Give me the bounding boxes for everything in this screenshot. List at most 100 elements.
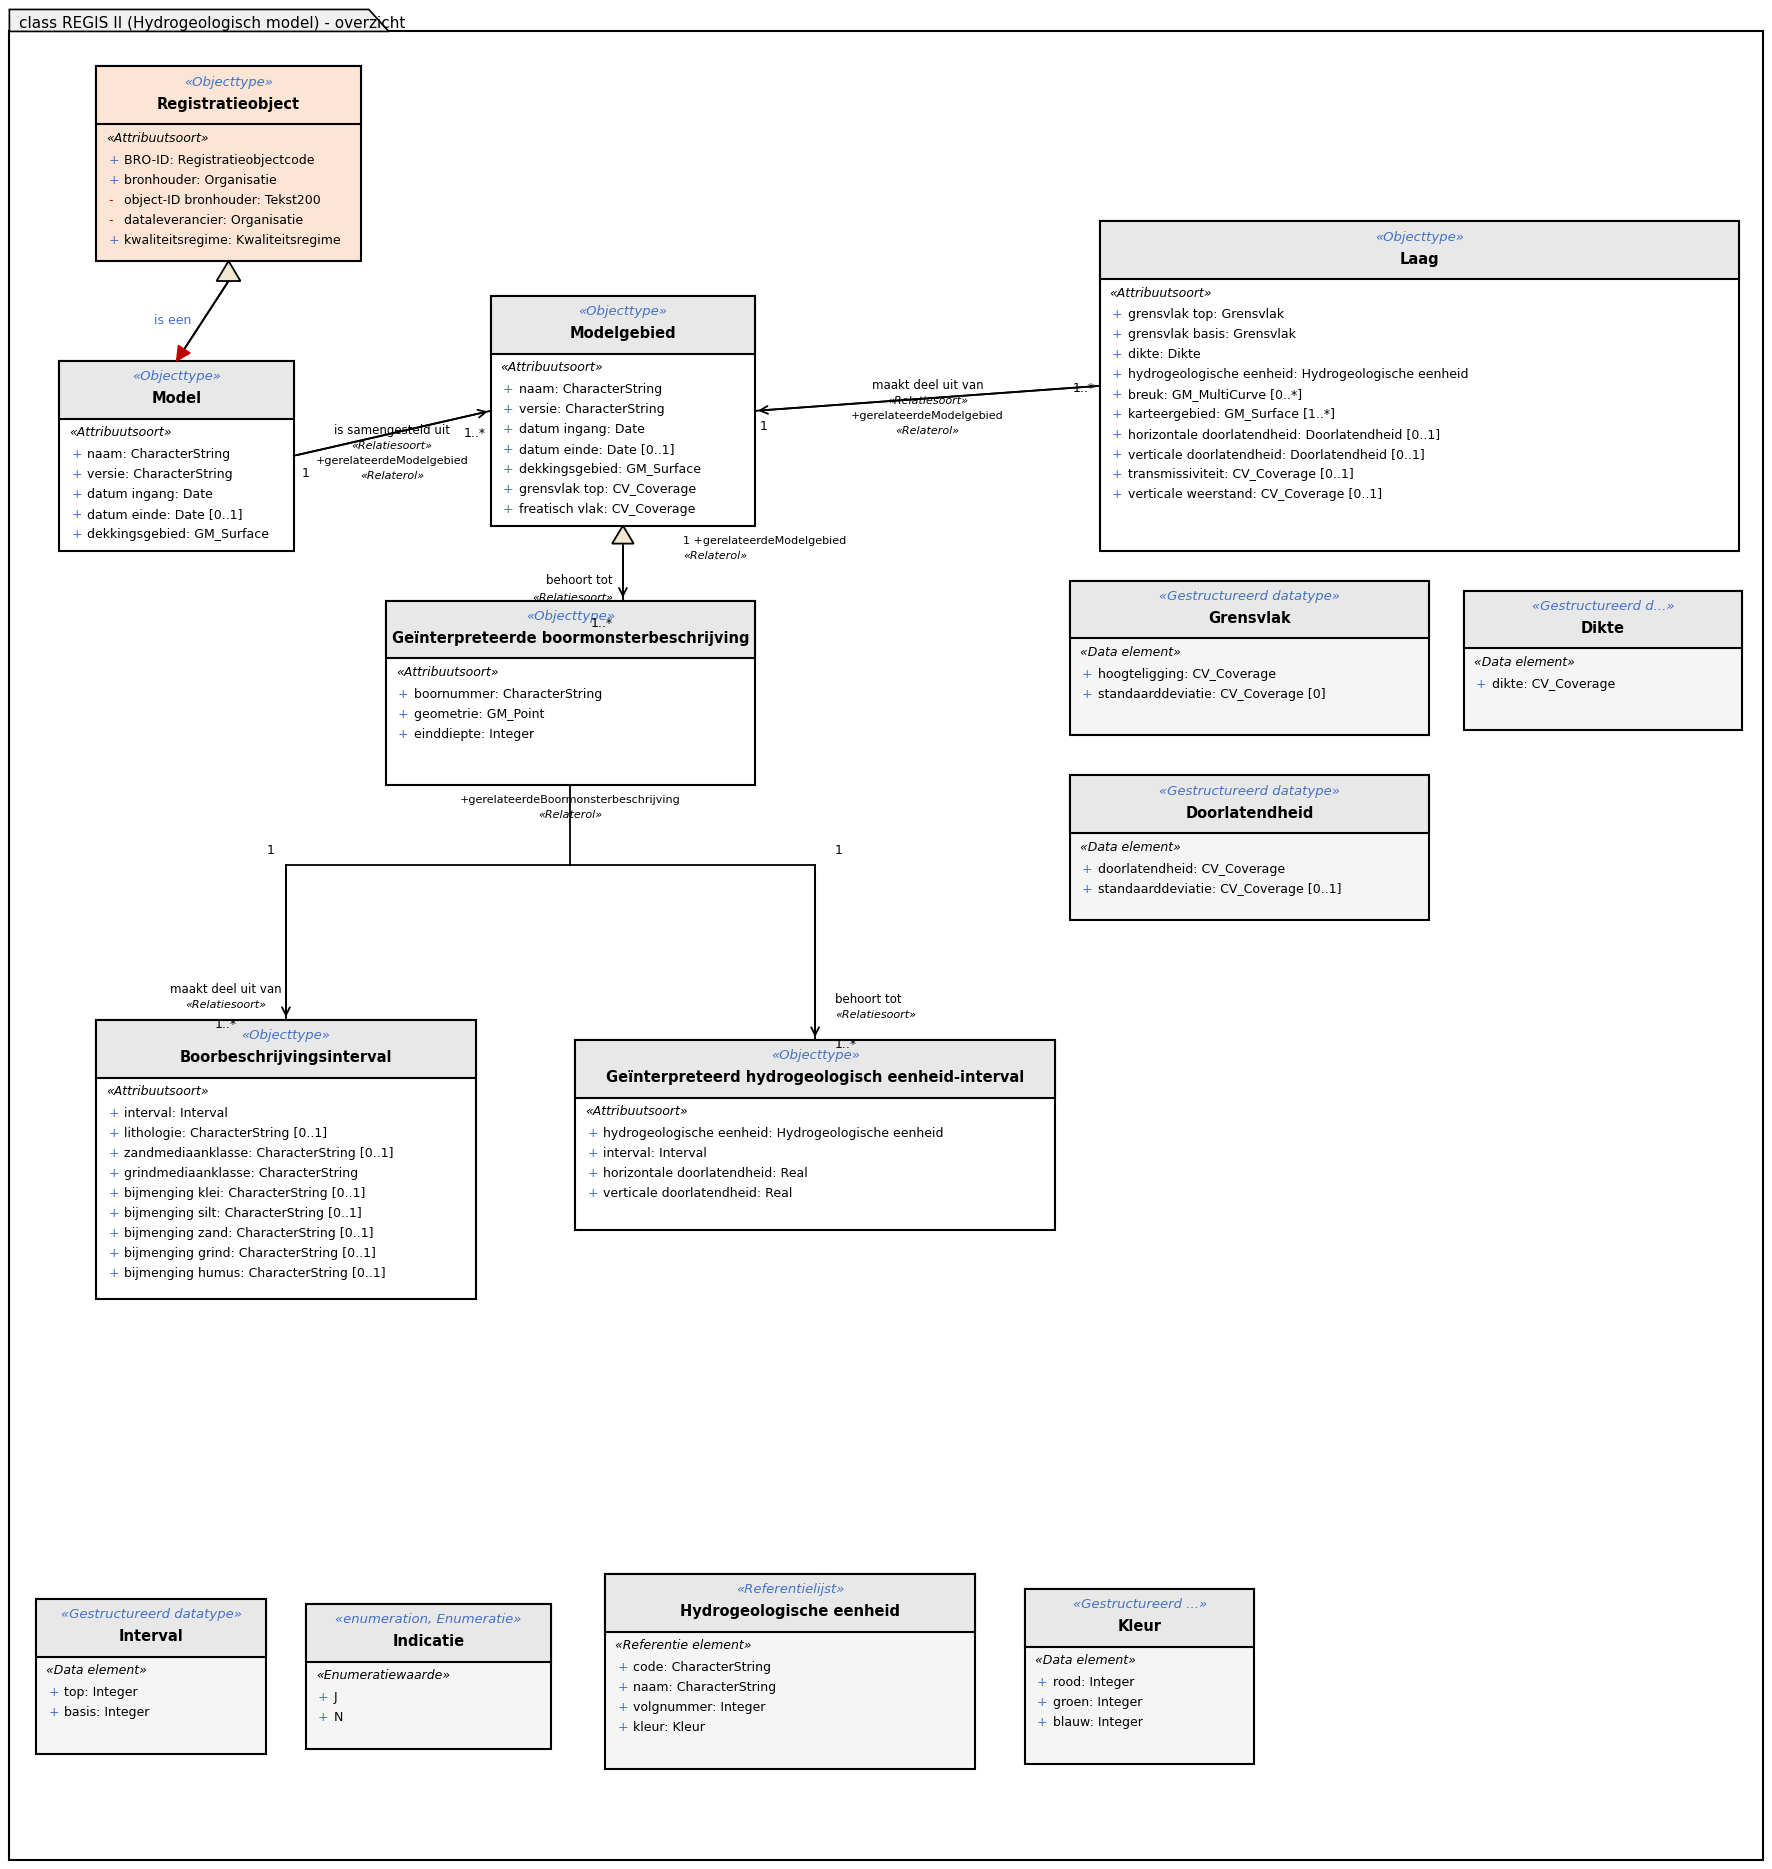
Text: kwaliteitsregime: Kwaliteitsregime: kwaliteitsregime: Kwaliteitsregime — [124, 234, 340, 247]
Bar — [58, 361, 294, 551]
Text: top: Integer: top: Integer — [64, 1686, 138, 1699]
Text: is samengesteld uit: is samengesteld uit — [335, 424, 450, 437]
Text: +: + — [1081, 882, 1092, 895]
Text: «Objecttype»: «Objecttype» — [771, 1049, 859, 1062]
Bar — [1024, 1589, 1255, 1647]
Text: transmissiviteit: CV_Coverage [0..1]: transmissiviteit: CV_Coverage [0..1] — [1127, 469, 1354, 480]
Text: rood: Integer: rood: Integer — [1053, 1676, 1134, 1690]
Text: 1: 1 — [268, 843, 275, 856]
Polygon shape — [216, 262, 241, 280]
Text: object-ID bronhouder: Tekst200: object-ID bronhouder: Tekst200 — [124, 194, 321, 207]
Text: +: + — [1081, 863, 1092, 875]
Bar — [96, 1020, 475, 1078]
Bar — [576, 1039, 1054, 1230]
Text: 1..*: 1..* — [214, 1019, 237, 1032]
Text: verticale weerstand: CV_Coverage [0..1]: verticale weerstand: CV_Coverage [0..1] — [1127, 488, 1382, 501]
Text: datum ingang: Date: datum ingang: Date — [87, 488, 213, 501]
Text: Modelgebied: Modelgebied — [569, 327, 677, 342]
Text: +: + — [588, 1148, 599, 1161]
Text: «Objecttype»: «Objecttype» — [578, 305, 668, 318]
Text: +: + — [108, 1106, 119, 1120]
Text: volgnummer: Integer: volgnummer: Integer — [633, 1701, 766, 1714]
Text: «Relatiesoort»: «Relatiesoort» — [186, 1000, 266, 1009]
Bar — [37, 1600, 266, 1753]
Text: +: + — [1081, 688, 1092, 701]
Text: dikte: Dikte: dikte: Dikte — [1127, 348, 1200, 361]
Text: horizontale doorlatendheid: Real: horizontale doorlatendheid: Real — [604, 1166, 808, 1179]
Text: interval: Interval: interval: Interval — [604, 1148, 707, 1161]
Text: «Attribuutsoort»: «Attribuutsoort» — [1109, 286, 1212, 299]
Text: bijmenging humus: CharacterString [0..1]: bijmenging humus: CharacterString [0..1] — [124, 1267, 386, 1280]
Bar — [576, 1039, 1054, 1097]
Text: BRO-ID: Registratieobjectcode: BRO-ID: Registratieobjectcode — [124, 153, 315, 166]
Text: bijmenging grind: CharacterString [0..1]: bijmenging grind: CharacterString [0..1] — [124, 1247, 376, 1260]
Bar — [37, 1600, 266, 1656]
Text: +: + — [1111, 368, 1122, 381]
Text: 1..*: 1..* — [835, 1039, 858, 1052]
Polygon shape — [177, 346, 190, 361]
Text: 1: 1 — [835, 843, 843, 856]
Text: «Relatiesoort»: «Relatiesoort» — [353, 441, 432, 450]
Bar — [96, 1020, 475, 1078]
Text: «Objecttype»: «Objecttype» — [184, 77, 273, 90]
Text: +: + — [1476, 678, 1487, 692]
Text: hydrogeologische eenheid: Hydrogeologische eenheid: hydrogeologische eenheid: Hydrogeologisc… — [604, 1127, 944, 1140]
Text: «Relaterol»: «Relaterol» — [895, 426, 959, 435]
Text: «Gestructureerd datatype»: «Gestructureerd datatype» — [1159, 785, 1340, 798]
Text: maakt deel uit van: maakt deel uit van — [872, 379, 983, 392]
Text: Laag: Laag — [1400, 252, 1439, 267]
Text: +: + — [71, 508, 82, 521]
Text: verticale doorlatendheid: Real: verticale doorlatendheid: Real — [604, 1187, 792, 1200]
Bar — [1464, 591, 1742, 731]
Text: groen: Integer: groen: Integer — [1053, 1697, 1143, 1710]
Text: +: + — [503, 464, 514, 477]
Text: «enumeration, Enumeratie»: «enumeration, Enumeratie» — [335, 1613, 521, 1626]
Bar — [1024, 1589, 1255, 1764]
Text: naam: CharacterString: naam: CharacterString — [519, 383, 661, 396]
Text: standaarddeviatie: CV_Coverage [0..1]: standaarddeviatie: CV_Coverage [0..1] — [1097, 882, 1341, 895]
Text: einddiepte: Integer: einddiepte: Integer — [413, 727, 533, 740]
Bar — [386, 600, 755, 658]
Text: grindmediaanklasse: CharacterString: grindmediaanklasse: CharacterString — [124, 1166, 358, 1179]
Text: N: N — [333, 1712, 344, 1725]
Text: versie: CharacterString: versie: CharacterString — [87, 469, 232, 480]
Text: Geïnterpreteerde boormonsterbeschrijving: Geïnterpreteerde boormonsterbeschrijving — [392, 632, 750, 647]
Text: Geïnterpreteerd hydrogeologisch eenheid-interval: Geïnterpreteerd hydrogeologisch eenheid-… — [606, 1071, 1024, 1086]
Text: datum ingang: Date: datum ingang: Date — [519, 422, 645, 435]
Text: interval: Interval: interval: Interval — [124, 1106, 229, 1120]
Bar — [606, 1574, 975, 1768]
Text: «Relatiesoort»: «Relatiesoort» — [532, 592, 613, 602]
Bar — [606, 1574, 975, 1632]
Text: 1 +gerelateerdeModelgebied: 1 +gerelateerdeModelgebied — [682, 536, 845, 546]
Text: dekkingsgebied: GM_Surface: dekkingsgebied: GM_Surface — [87, 529, 269, 542]
Text: dekkingsgebied: GM_Surface: dekkingsgebied: GM_Surface — [519, 464, 700, 477]
Bar — [1100, 221, 1738, 278]
Text: Dikte: Dikte — [1581, 621, 1625, 635]
Text: «Gestructureerd datatype»: «Gestructureerd datatype» — [60, 1609, 241, 1622]
Text: +: + — [317, 1691, 328, 1705]
Text: +: + — [1111, 329, 1122, 342]
Text: +: + — [503, 383, 514, 396]
Bar — [576, 1039, 1054, 1097]
Text: Registratieobject: Registratieobject — [158, 97, 299, 112]
Bar — [491, 295, 755, 353]
Text: «Objecttype»: «Objecttype» — [526, 609, 615, 622]
Bar — [1070, 581, 1430, 735]
Bar — [1100, 221, 1738, 551]
Text: karteergebied: GM_Surface [1..*]: karteergebied: GM_Surface [1..*] — [1127, 407, 1334, 421]
Text: +: + — [617, 1701, 627, 1714]
Bar — [1024, 1589, 1255, 1647]
Text: «Objecttype»: «Objecttype» — [133, 370, 222, 383]
Text: 1..*: 1..* — [464, 428, 486, 441]
Text: geometrie: GM_Point: geometrie: GM_Point — [413, 708, 544, 721]
Text: naam: CharacterString: naam: CharacterString — [633, 1682, 776, 1695]
Text: +: + — [503, 484, 514, 495]
Text: maakt deel uit van: maakt deel uit van — [170, 983, 282, 996]
Text: +: + — [108, 1228, 119, 1239]
Text: «Attribuutsoort»: «Attribuutsoort» — [395, 665, 498, 678]
Bar — [307, 1604, 551, 1662]
Text: lithologie: CharacterString [0..1]: lithologie: CharacterString [0..1] — [124, 1127, 328, 1140]
Text: 1: 1 — [301, 467, 310, 480]
Text: freatisch vlak: CV_Coverage: freatisch vlak: CV_Coverage — [519, 503, 695, 516]
Text: 1: 1 — [758, 421, 767, 434]
